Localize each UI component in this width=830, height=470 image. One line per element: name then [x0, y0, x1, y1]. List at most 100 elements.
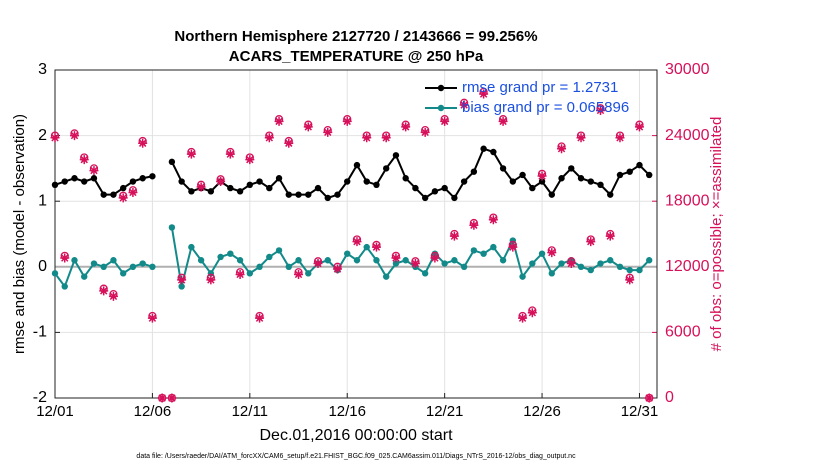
point — [597, 181, 604, 188]
obs-assimilated — [644, 393, 654, 403]
point — [305, 270, 312, 277]
point — [577, 263, 585, 270]
point — [451, 194, 458, 202]
point — [548, 191, 555, 198]
obs-assimilated — [625, 275, 635, 285]
point — [460, 263, 468, 270]
obs-assimilated — [332, 264, 342, 274]
y2-axis-label: # of obs: o=possible; ×=assimilated — [708, 117, 725, 352]
point — [246, 181, 254, 188]
obs-assimilated — [294, 269, 304, 279]
point — [295, 257, 302, 264]
point — [382, 273, 390, 280]
point — [558, 175, 565, 182]
point — [353, 161, 361, 169]
plot-frame — [54, 69, 658, 399]
legend-marker — [437, 104, 445, 112]
y-tick-label: 2 — [38, 127, 47, 144]
x-tick-label: 12/01 — [36, 403, 74, 420]
point — [490, 243, 497, 251]
point — [168, 158, 176, 166]
obs-assimilated — [371, 242, 381, 252]
point — [577, 175, 585, 182]
point — [509, 178, 517, 185]
obs-assimilated — [196, 182, 206, 192]
point — [324, 257, 331, 264]
point — [51, 270, 59, 277]
point — [548, 270, 555, 277]
point — [626, 266, 633, 274]
point — [295, 191, 302, 198]
x-tick-label: 12/26 — [523, 403, 561, 420]
y2-tick-label: 6000 — [665, 324, 701, 341]
point — [568, 165, 575, 172]
point — [519, 171, 526, 179]
point — [607, 191, 614, 198]
point — [607, 257, 614, 264]
point — [334, 191, 341, 198]
point — [81, 273, 88, 280]
point — [363, 178, 370, 185]
point — [81, 178, 88, 185]
point — [275, 247, 283, 254]
obs-assimilated — [391, 253, 401, 263]
point — [353, 257, 361, 264]
y-tick-label: 1 — [38, 192, 47, 209]
point — [519, 273, 526, 280]
point — [71, 257, 78, 264]
obs-assimilated — [177, 275, 187, 285]
obs-assimilated — [342, 116, 352, 126]
point — [646, 257, 653, 264]
point — [470, 247, 478, 254]
point — [110, 257, 117, 264]
point — [344, 178, 351, 185]
point — [100, 191, 107, 198]
point — [139, 175, 146, 182]
point — [139, 260, 146, 267]
obs-assimilated — [362, 133, 372, 143]
point — [431, 188, 439, 195]
obs-assimilated — [596, 105, 606, 115]
obs-assimilated — [108, 291, 118, 301]
obs-assimilated — [479, 89, 489, 99]
obs-assimilated — [167, 393, 177, 403]
point — [61, 283, 68, 290]
y2-tick-label: 24000 — [665, 127, 710, 144]
point — [51, 181, 59, 188]
obs-assimilated — [118, 193, 128, 203]
x-tick-label: 12/21 — [426, 403, 464, 420]
point — [363, 243, 370, 251]
obs-assimilated — [449, 231, 459, 241]
point — [227, 250, 234, 257]
point — [538, 178, 546, 185]
obs-assimilated — [274, 116, 284, 126]
obs-assimilated — [430, 253, 440, 263]
point — [119, 184, 127, 192]
point — [558, 260, 565, 267]
obs-assimilated — [99, 286, 109, 296]
point — [285, 191, 292, 198]
y-tick-label: 0 — [38, 258, 47, 275]
point — [499, 257, 507, 264]
point — [587, 178, 594, 185]
obs-assimilated — [79, 155, 89, 165]
point — [178, 283, 185, 290]
obs-assimilated — [138, 138, 148, 148]
obs-assimilated — [576, 133, 586, 143]
x-tick-label: 12/11 — [232, 403, 268, 420]
point — [460, 178, 468, 185]
obs-assimilated — [527, 308, 537, 318]
point — [490, 148, 497, 156]
obs-assimilated — [323, 127, 333, 137]
obs-assimilated — [547, 248, 557, 258]
obs-assimilated — [615, 133, 625, 143]
point — [314, 184, 322, 192]
point — [451, 257, 458, 264]
obs-assimilated — [401, 122, 411, 132]
point — [197, 257, 205, 264]
point — [538, 250, 546, 257]
point — [90, 175, 98, 182]
point — [207, 188, 215, 195]
y2-tick-label: 18000 — [665, 192, 710, 209]
